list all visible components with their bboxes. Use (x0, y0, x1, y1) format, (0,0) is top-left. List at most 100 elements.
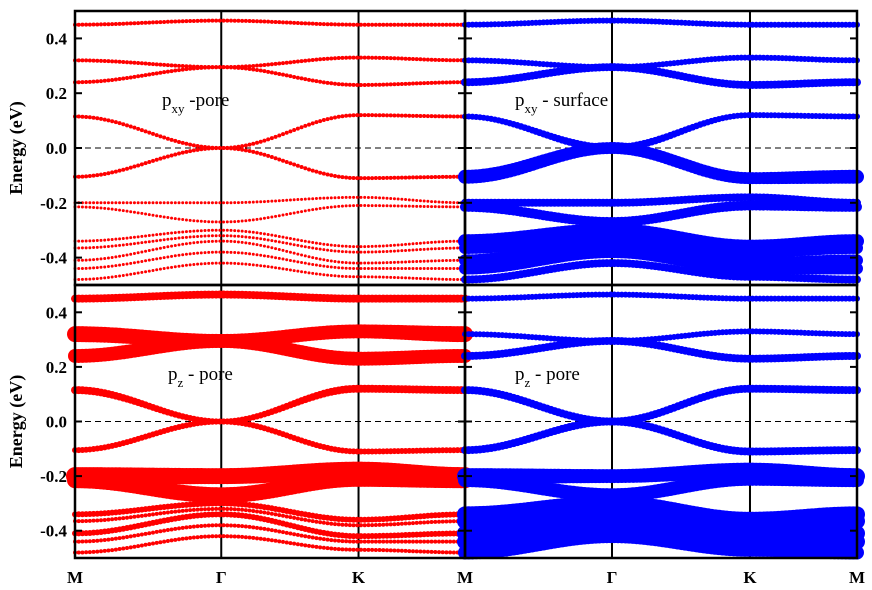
band-point (288, 129, 293, 134)
band-point (326, 258, 330, 262)
band-point (303, 123, 308, 128)
band-point (314, 241, 318, 245)
band-point (381, 196, 385, 200)
band-point (158, 238, 162, 242)
band-point (259, 217, 263, 221)
band-point (192, 262, 196, 266)
band-point (106, 238, 110, 242)
band-point (80, 58, 85, 63)
band-point (292, 211, 296, 215)
band-point (199, 234, 203, 238)
band-point (84, 246, 88, 250)
band-point (162, 232, 166, 236)
band-series-1-5 (73, 146, 467, 181)
band-point (140, 270, 144, 274)
band-point (399, 56, 404, 61)
band-point (415, 260, 419, 264)
band-point (143, 531, 148, 536)
band-point (199, 201, 203, 205)
band-point (191, 143, 196, 148)
band-point (411, 521, 415, 526)
band-point (110, 238, 114, 242)
band-point (262, 69, 267, 74)
band-point (84, 58, 89, 63)
band-point (444, 240, 448, 244)
band-point (411, 260, 415, 264)
band-point (151, 213, 155, 217)
band-point (403, 548, 408, 553)
band-point (385, 261, 389, 265)
band-point (344, 55, 349, 60)
band-point (411, 113, 415, 118)
band-point (232, 18, 237, 23)
band-point (147, 213, 151, 217)
band-point (359, 250, 363, 254)
band-point (370, 22, 375, 27)
band-point (128, 515, 133, 520)
band-point (325, 172, 330, 177)
band-point (207, 234, 211, 238)
band-point (184, 230, 188, 234)
band-point (444, 550, 449, 555)
band-point (295, 516, 300, 521)
band-point (203, 18, 207, 23)
band-point (158, 529, 163, 534)
band-point (325, 521, 330, 526)
band-point (340, 274, 344, 278)
band-point (403, 521, 408, 526)
band-point (236, 65, 241, 70)
band-point (143, 513, 148, 518)
band-point (448, 114, 453, 119)
band-point (396, 260, 400, 264)
band-point (221, 146, 226, 151)
band-point (217, 534, 222, 539)
band-point (147, 249, 151, 253)
band-point (381, 522, 386, 527)
band-point (381, 113, 386, 118)
band-point (378, 196, 382, 200)
band-point (284, 530, 289, 535)
band-point (158, 214, 162, 218)
band-point (262, 216, 266, 220)
band-point (277, 513, 282, 518)
band-point (307, 271, 311, 275)
band-point (266, 19, 271, 24)
band-point (318, 264, 322, 268)
band-point (326, 248, 330, 252)
band-point (425, 520, 430, 525)
band-point (389, 275, 393, 279)
band-point (203, 523, 207, 528)
band-point (103, 206, 107, 210)
band-point (299, 59, 304, 64)
band-point (385, 196, 389, 200)
band-point (378, 261, 382, 265)
band-point (165, 63, 170, 68)
band-point (259, 264, 263, 268)
band-point (210, 239, 214, 243)
band-point (236, 18, 241, 23)
band-point (288, 268, 292, 272)
band-point (437, 247, 441, 251)
band-series-3-11 (73, 523, 467, 544)
band-point (95, 549, 100, 554)
band-point (248, 200, 252, 204)
band-point (396, 175, 401, 180)
band-point (418, 57, 423, 62)
band-point (121, 243, 125, 247)
band-point (114, 237, 118, 241)
band-point (362, 547, 367, 552)
band-point (370, 261, 374, 265)
band-point (318, 536, 323, 541)
band-point (277, 529, 282, 534)
band-point (222, 234, 226, 238)
band-point (344, 113, 349, 118)
band-point (169, 69, 174, 74)
band-point (407, 56, 412, 61)
band-point (154, 62, 159, 67)
band-point (303, 239, 307, 243)
band-point (99, 265, 103, 269)
band-point (303, 209, 307, 213)
band-point (258, 151, 263, 156)
band-point (248, 262, 252, 266)
band-point (84, 205, 88, 209)
